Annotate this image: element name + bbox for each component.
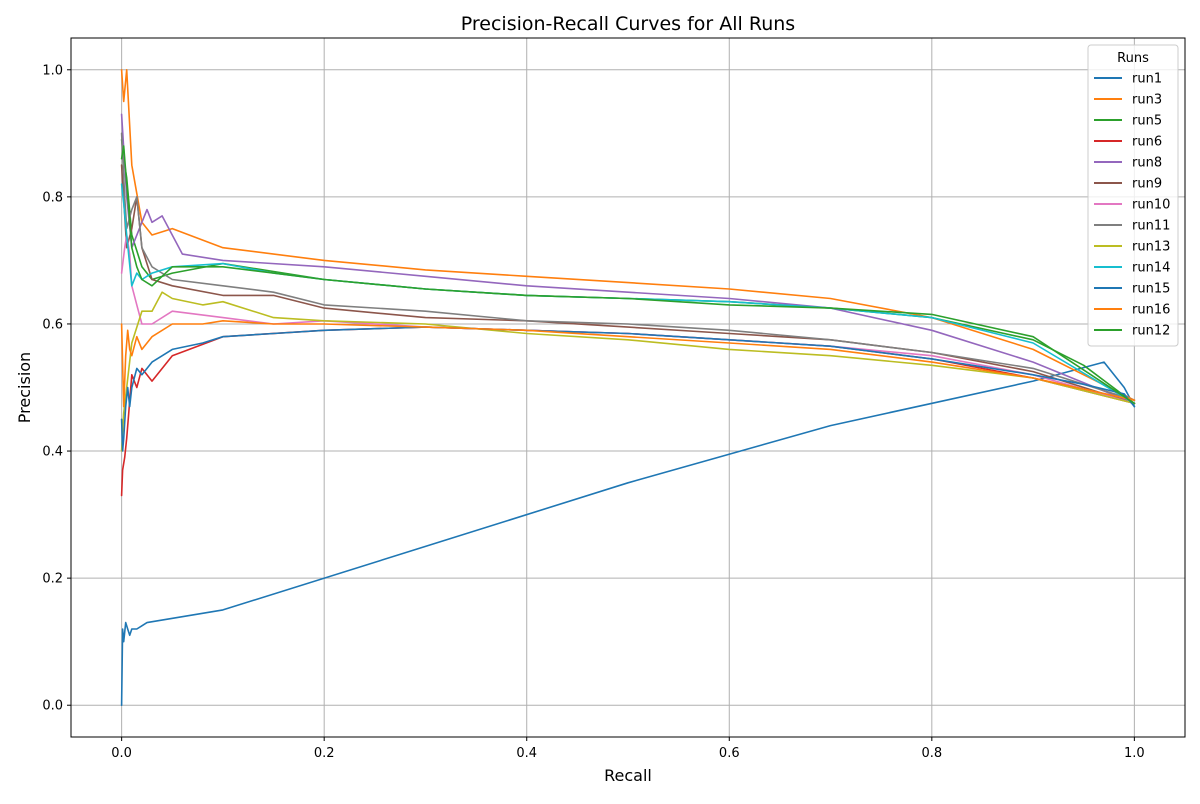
x-tick-label: 0.0 — [111, 746, 132, 761]
series-line-run11 — [120, 132, 1136, 402]
legend-label-run16: run16 — [1132, 303, 1170, 318]
legend-label-run8: run8 — [1132, 156, 1162, 171]
series-line-run3 — [120, 69, 1136, 402]
series-line-run5 — [120, 138, 1136, 405]
axis-ticks: 0.0 0.2 0.4 0.6 0.8 1.0 0.0 0.2 0.4 0.6 0.8 1.0 — [42, 63, 1144, 761]
legend-label-run3: run3 — [1132, 93, 1162, 108]
series-line-run1 — [120, 361, 1136, 707]
legend-label-run9: run9 — [1132, 177, 1162, 192]
chart-title: Precision-Recall Curves for All Runs — [461, 13, 795, 35]
y-tick-label: 0.2 — [42, 572, 63, 587]
x-tick-label: 0.2 — [314, 746, 335, 761]
series-lines — [120, 69, 1136, 707]
series-line-run12 — [120, 145, 1136, 405]
legend-label-run5: run5 — [1132, 114, 1162, 129]
legend-title: Runs — [1117, 51, 1149, 66]
series-line-run13 — [120, 291, 1136, 452]
x-tick-label: 0.8 — [921, 746, 942, 761]
legend-label-run12: run12 — [1132, 324, 1170, 339]
y-tick-label: 1.0 — [42, 63, 63, 78]
axes-frame — [70, 37, 1186, 738]
y-tick-label: 0.6 — [42, 317, 63, 332]
legend-label-run11: run11 — [1132, 219, 1170, 234]
y-tick-label: 0.8 — [42, 190, 63, 205]
legend: Runs run1run3run5run6run8run9run10run11r… — [1087, 44, 1179, 347]
series-line-run6 — [120, 326, 1136, 497]
x-axis-label: Recall — [604, 766, 652, 785]
y-axis-label: Precision — [15, 352, 34, 423]
legend-label-run10: run10 — [1132, 198, 1170, 213]
series-line-run16 — [120, 319, 1136, 408]
legend-box — [1087, 44, 1179, 347]
y-tick-label: 0.4 — [42, 445, 63, 460]
legend-entries: run1 run3 run5 run6 run8 run9 run10 run11 run13 r… — [1094, 72, 1170, 339]
series-line-run10 — [120, 234, 1136, 405]
legend-label-run14: run14 — [1132, 261, 1170, 276]
legend-label-run6: run6 — [1132, 135, 1162, 150]
x-tick-label: 0.6 — [719, 746, 740, 761]
legend-label-run15: run15 — [1132, 282, 1170, 297]
legend-label-run13: run13 — [1132, 240, 1170, 255]
grid — [71, 38, 1185, 737]
series-line-run15 — [120, 326, 1136, 452]
x-tick-label: 1.0 — [1124, 746, 1145, 761]
x-tick-label: 0.4 — [516, 746, 537, 761]
y-tick-label: 0.0 — [42, 699, 63, 714]
legend-label-run1: run1 — [1132, 72, 1162, 87]
